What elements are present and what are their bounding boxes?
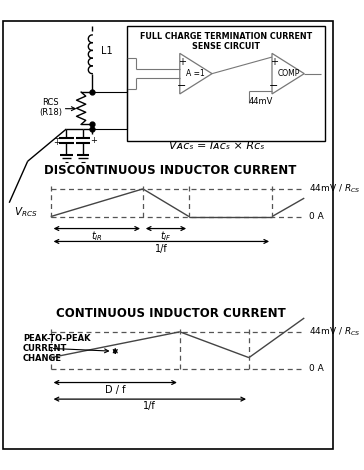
Text: $t_{IR}$: $t_{IR}$ <box>91 229 103 243</box>
Text: D / f: D / f <box>105 385 126 395</box>
Text: L1: L1 <box>102 46 113 55</box>
Text: +: + <box>178 57 186 67</box>
Text: 1/f: 1/f <box>155 244 168 254</box>
Text: +: + <box>90 136 96 145</box>
Text: DISCONTINUOUS INDUCTOR CURRENT: DISCONTINUOUS INDUCTOR CURRENT <box>44 164 297 177</box>
Text: 1/f: 1/f <box>143 401 156 412</box>
Text: 44mV / $R_{CS}$: 44mV / $R_{CS}$ <box>309 326 360 338</box>
Text: A =1: A =1 <box>186 69 205 78</box>
Text: FULL CHARGE TERMINATION CURRENT: FULL CHARGE TERMINATION CURRENT <box>140 32 312 41</box>
Text: −: − <box>53 133 60 143</box>
Text: Vᴀᴄₛ = Iᴀᴄₛ × Rᴄₛ: Vᴀᴄₛ = Iᴀᴄₛ × Rᴄₛ <box>169 141 264 150</box>
Text: −: − <box>269 81 278 91</box>
Text: +: + <box>53 138 60 147</box>
Text: SENSE CIRCUIT: SENSE CIRCUIT <box>192 42 260 51</box>
Text: PEAK-TO-PEAK
CURRENT
CHANGE: PEAK-TO-PEAK CURRENT CHANGE <box>23 334 91 363</box>
Text: COMP: COMP <box>277 69 300 78</box>
Text: 0 A: 0 A <box>309 212 324 221</box>
Text: 44mV: 44mV <box>249 97 273 106</box>
Text: +: + <box>270 57 278 67</box>
Text: 0 A: 0 A <box>309 364 324 373</box>
Text: RCS
(R18): RCS (R18) <box>39 98 62 118</box>
Text: 44mV / $R_{CS}$: 44mV / $R_{CS}$ <box>309 183 360 195</box>
Text: $t_{IF}$: $t_{IF}$ <box>160 229 172 243</box>
Text: CONTINUOUS INDUCTOR CURRENT: CONTINUOUS INDUCTOR CURRENT <box>56 307 285 320</box>
Text: −: − <box>177 81 186 91</box>
Text: V$_{RCS}$: V$_{RCS}$ <box>14 205 37 219</box>
Bar <box>127 26 325 141</box>
